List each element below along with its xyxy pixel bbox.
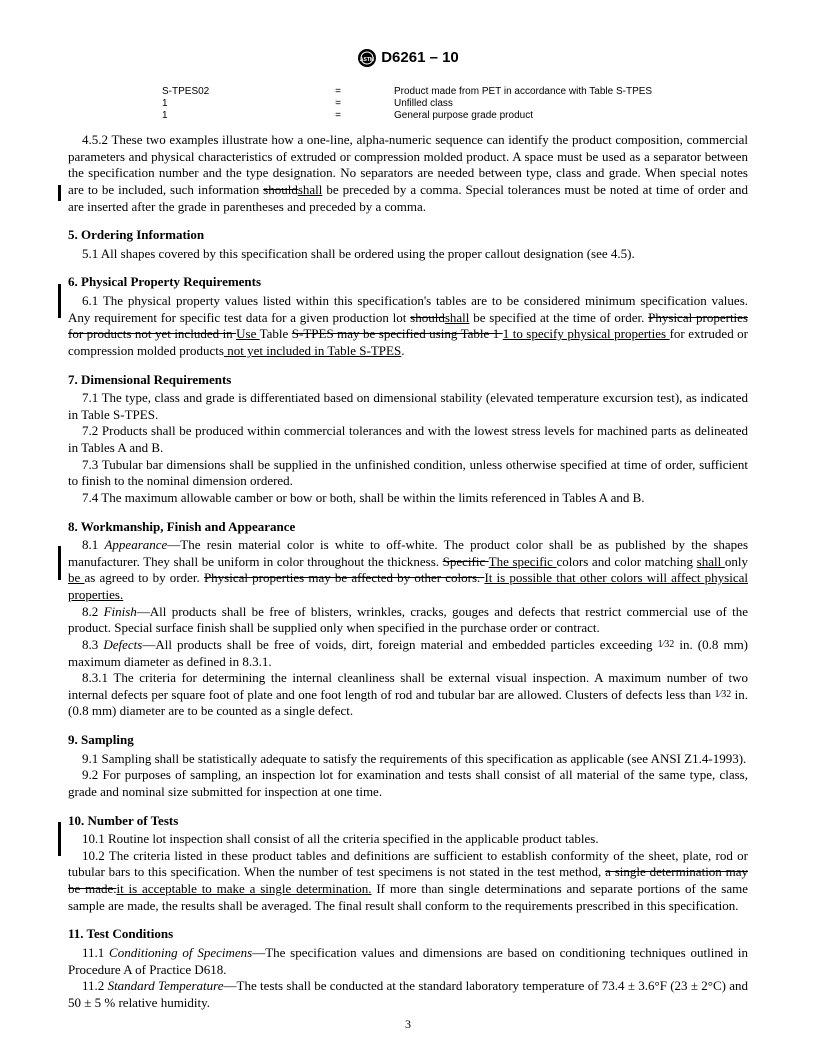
p-4-5-2: 4.5.2 These two examples illustrate how …: [68, 132, 748, 215]
ex-r2-c0: 1: [144, 110, 300, 122]
ex-r2-c2: General purpose grade product: [376, 110, 672, 122]
ex-r0-c0: S-TPES02: [144, 86, 300, 98]
ex-r1-c1: =: [300, 98, 376, 110]
s5-head: 5. Ordering Information: [68, 227, 748, 244]
ex-r0-c2: Product made from PET in accordance with…: [376, 86, 672, 98]
designation-text: D6261 – 10: [381, 49, 459, 66]
s7-3: 7.3 Tubular bar dimensions shall be supp…: [68, 457, 748, 490]
s7-head: 7. Dimensional Requirements: [68, 372, 748, 389]
s11-2: 11.2 Standard Temperature—The tests shal…: [68, 978, 748, 1011]
ex-r1-c0: 1: [144, 98, 300, 110]
s8-1: 8.1 Appearance—The resin material color …: [68, 537, 748, 604]
page-header: ASTM D6261 – 10: [68, 48, 748, 68]
s8-3: 8.3 Defects—All products shall be free o…: [68, 637, 748, 670]
change-bar: [58, 185, 61, 201]
s9-2: 9.2 For purposes of sampling, an inspect…: [68, 767, 748, 800]
s7-4: 7.4 The maximum allowable camber or bow …: [68, 490, 748, 507]
s7-1: 7.1 The type, class and grade is differe…: [68, 390, 748, 423]
page: ASTM D6261 – 10 S-TPES02=Product made fr…: [0, 0, 816, 1056]
s6-head: 6. Physical Property Requirements: [68, 274, 748, 291]
svg-text:ASTM: ASTM: [360, 57, 374, 63]
change-bar: [58, 284, 61, 318]
s5-1: 5.1 All shapes covered by this specifica…: [68, 246, 748, 263]
example-table: S-TPES02=Product made from PET in accord…: [144, 86, 672, 122]
s8-3-1: 8.3.1 The criteria for determining the i…: [68, 670, 748, 720]
page-number: 3: [0, 1017, 816, 1032]
s10-1: 10.1 Routine lot inspection shall consis…: [68, 831, 748, 848]
change-bar: [58, 822, 61, 856]
s10-2: 10.2 The criteria listed in these produc…: [68, 848, 748, 915]
s11-1: 11.1 Conditioning of Specimens—The speci…: [68, 945, 748, 978]
ex-r2-c1: =: [300, 110, 376, 122]
s6-1: 6.1 The physical property values listed …: [68, 293, 748, 360]
s9-1: 9.1 Sampling shall be statistically adeq…: [68, 751, 748, 768]
s11-head: 11. Test Conditions: [68, 926, 748, 943]
s7-2: 7.2 Products shall be produced within co…: [68, 423, 748, 456]
astm-logo-icon: ASTM: [357, 48, 377, 68]
body: 4.5.2 These two examples illustrate how …: [68, 132, 748, 1011]
change-bar: [58, 546, 61, 580]
s9-head: 9. Sampling: [68, 732, 748, 749]
s8-head: 8. Workmanship, Finish and Appearance: [68, 519, 748, 536]
ex-r1-c2: Unfilled class: [376, 98, 672, 110]
ex-r0-c1: =: [300, 86, 376, 98]
s10-head: 10. Number of Tests: [68, 813, 748, 830]
s8-2: 8.2 Finish—All products shall be free of…: [68, 604, 748, 637]
